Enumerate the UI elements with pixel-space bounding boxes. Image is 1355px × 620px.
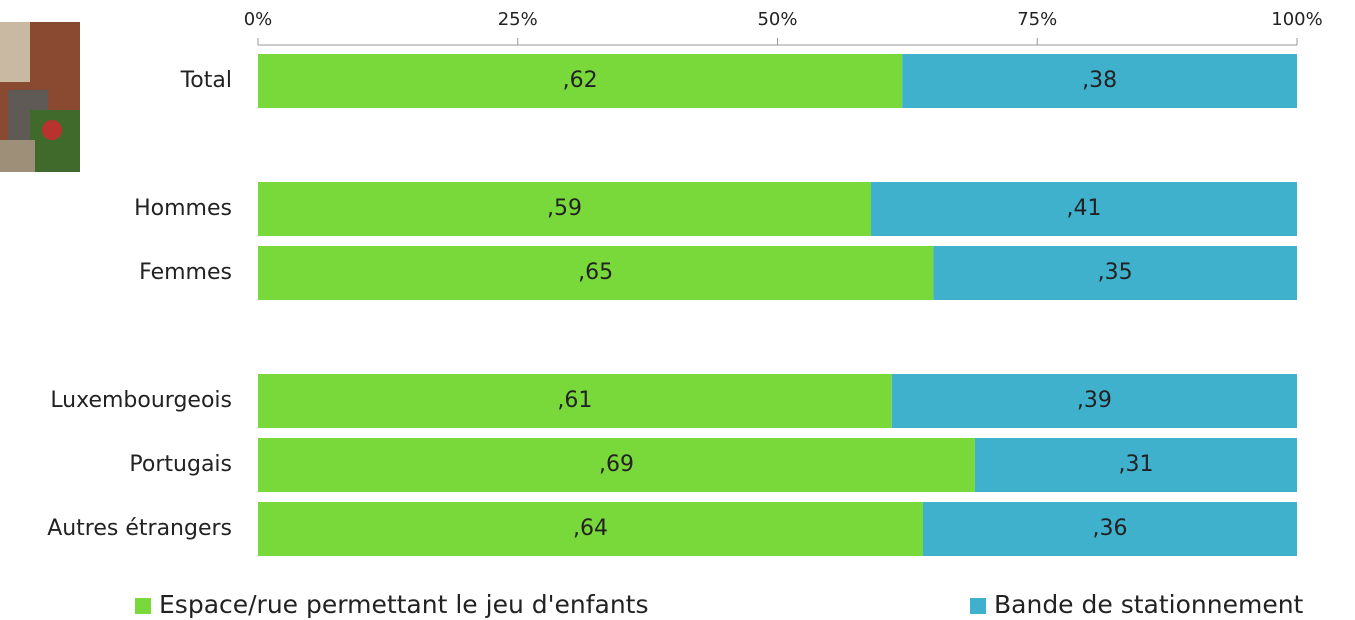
data-label: ,38: [1082, 68, 1117, 93]
x-tick-label: 75%: [1017, 9, 1057, 30]
bar-segment: [258, 182, 872, 236]
data-label: ,35: [1098, 260, 1133, 285]
category-label: Hommes: [134, 196, 232, 221]
category-label: Femmes: [139, 260, 232, 285]
x-tick-label: 100%: [1271, 9, 1322, 30]
legend-swatch: [135, 598, 151, 614]
photo: [0, 22, 80, 172]
data-label: ,39: [1077, 388, 1112, 413]
legend-label: Bande de stationnement: [994, 590, 1304, 619]
category-label: Total: [180, 68, 232, 93]
bar-segment: [258, 246, 934, 300]
bar-segment: [974, 438, 1297, 492]
bar-segment: [258, 374, 892, 428]
data-label: ,31: [1118, 452, 1153, 477]
bar-segment: [258, 502, 923, 556]
category-label: Autres étrangers: [47, 516, 232, 541]
bar-segment: [258, 54, 903, 108]
data-label: ,65: [578, 260, 613, 285]
data-label: ,59: [547, 196, 582, 221]
bar-segment: [922, 502, 1297, 556]
data-label: ,64: [573, 516, 608, 541]
bar-segment: [258, 438, 975, 492]
bar-segment: [891, 374, 1297, 428]
data-label: ,36: [1092, 516, 1127, 541]
data-label: ,61: [557, 388, 592, 413]
category-label: Portugais: [129, 452, 232, 477]
bar-segment: [902, 54, 1297, 108]
x-tick-label: 25%: [498, 9, 538, 30]
data-label: ,69: [599, 452, 634, 477]
bar-segment: [871, 182, 1297, 236]
category-label: Luxembourgeois: [50, 388, 232, 413]
data-label: ,41: [1067, 196, 1102, 221]
data-label: ,62: [563, 68, 598, 93]
x-tick-label: 0%: [244, 9, 273, 30]
legend-label: Espace/rue permettant le jeu d'enfants: [159, 590, 649, 619]
x-tick-label: 50%: [757, 9, 797, 30]
bar-segment: [933, 246, 1297, 300]
legend-swatch: [970, 598, 986, 614]
